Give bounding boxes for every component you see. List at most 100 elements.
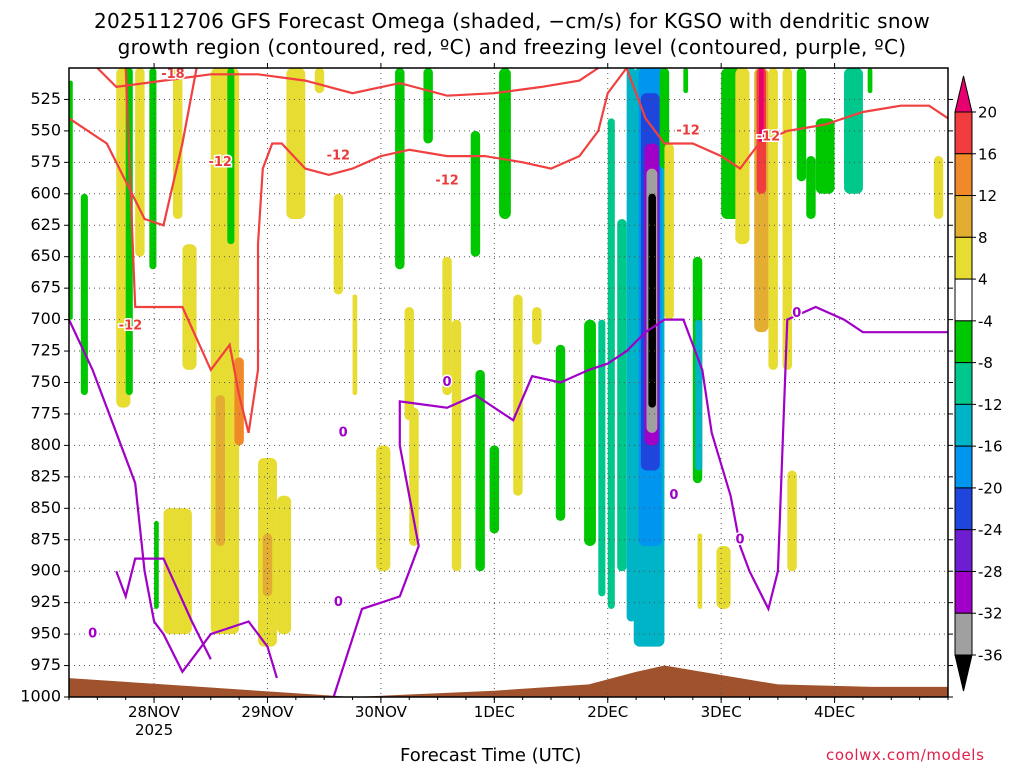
x-axis-label: Forecast Time (UTC) xyxy=(400,745,582,766)
omega-region xyxy=(584,319,596,547)
y-tick-label: 575 xyxy=(30,152,61,171)
omega-region xyxy=(844,68,863,194)
omega-region xyxy=(695,319,703,471)
omega-region xyxy=(555,344,566,521)
y-tick-label: 875 xyxy=(30,529,61,548)
omega-region xyxy=(442,256,452,396)
contour-label: 0 xyxy=(669,488,678,503)
chart-title: 2025112706 GFS Forecast Omega (shaded, −… xyxy=(0,8,1024,60)
y-tick-label: 850 xyxy=(30,498,61,517)
colorbar-label: -8 xyxy=(978,354,993,372)
x-tick-label: 29NOV xyxy=(241,703,294,721)
y-tick-label: 925 xyxy=(30,592,61,611)
dendritic-contour xyxy=(124,67,628,434)
y-tick-label: 950 xyxy=(30,624,61,643)
contour-label: 0 xyxy=(88,627,97,642)
contour-label: 0 xyxy=(792,306,801,321)
contour-labels: -18 -12 -12 -12 -12 -12 -12 0 0 0 0 0 0 0 xyxy=(87,65,803,643)
colorbar-label: 8 xyxy=(978,229,988,247)
y-tick-label: 800 xyxy=(30,435,61,454)
colorbar-label: -36 xyxy=(978,647,1003,665)
freezing-contour xyxy=(332,305,948,698)
contour-lines xyxy=(68,67,949,698)
omega-region xyxy=(163,508,192,635)
contour-label: 0 xyxy=(339,425,348,440)
contour-label: 0 xyxy=(443,375,452,390)
omega-region xyxy=(513,294,523,496)
colorbar-label: -4 xyxy=(978,312,993,330)
colorbar-label: -20 xyxy=(978,479,1003,497)
colorbar-band xyxy=(954,570,973,614)
omega-region xyxy=(234,357,244,446)
dendritic-contour xyxy=(68,67,198,227)
omega-region xyxy=(423,68,433,144)
omega-region xyxy=(716,546,731,609)
omega-region xyxy=(617,218,627,572)
omega-region xyxy=(664,143,674,320)
omega-region xyxy=(815,118,835,194)
colorbar: 20 16 12 8 4 -4 -8 -12 -16 -20 -24 -28 -32 -36 xyxy=(954,75,1003,692)
contour-label: -12 xyxy=(327,149,351,164)
contour-label: 0 xyxy=(736,532,745,547)
omega-region xyxy=(262,533,273,597)
contour-label: -12 xyxy=(208,155,232,170)
contour-label: 0 xyxy=(334,595,343,610)
y-tick-label: 525 xyxy=(30,89,61,108)
y-tick-label: 1000 xyxy=(20,687,61,706)
omega-region xyxy=(782,68,793,370)
x-tick-label: 30NOV xyxy=(355,703,408,721)
omega-region xyxy=(376,445,391,572)
colorbar-band xyxy=(954,403,973,447)
y-tick-label: 975 xyxy=(30,655,61,674)
omega-region xyxy=(470,130,481,257)
y-tick-label: 600 xyxy=(30,183,61,202)
omega-region xyxy=(607,118,615,609)
terrain-fill xyxy=(69,665,948,697)
omega-region xyxy=(758,68,764,144)
omega-region xyxy=(352,294,358,396)
axes: 525 550 575 600 625 650 675 700 725 750 775 800 825 8… xyxy=(20,63,953,739)
freezing-contour xyxy=(68,319,278,679)
colorbar-band xyxy=(954,362,973,405)
y-tick-label: 700 xyxy=(30,309,61,328)
omega-region xyxy=(598,319,606,597)
credit-link[interactable]: coolwx.com/models xyxy=(826,746,985,764)
omega-region xyxy=(172,68,183,219)
colorbar-label: 12 xyxy=(978,187,997,205)
colorbar-band xyxy=(954,153,973,197)
omega-region xyxy=(933,156,944,219)
omega-region xyxy=(333,193,344,295)
contour-label: -12 xyxy=(435,174,459,189)
y-tick-label: 550 xyxy=(30,120,61,139)
y-tick-label: 775 xyxy=(30,403,61,422)
colorbar-band xyxy=(954,445,973,489)
omega-region xyxy=(683,68,689,94)
dendritic-contour xyxy=(625,67,949,171)
x-tick-label: 28NOV xyxy=(128,703,181,721)
omega-region xyxy=(735,68,750,245)
y-tick-label: 625 xyxy=(30,215,61,234)
omega-region xyxy=(768,68,778,370)
colorbar-label: 20 xyxy=(978,104,997,122)
omega-region xyxy=(806,156,816,219)
omega-region xyxy=(796,68,807,182)
contour-label: -18 xyxy=(161,67,185,82)
colorbar-label: -28 xyxy=(978,563,1003,581)
omega-region xyxy=(787,470,797,572)
omega-region xyxy=(149,68,157,270)
omega-shading xyxy=(69,68,944,647)
terrain-layer xyxy=(69,665,948,697)
colorbar-label: -12 xyxy=(978,396,1003,414)
contour-label: -12 xyxy=(119,318,143,333)
omega-region xyxy=(215,395,225,547)
colorbar-label: -24 xyxy=(978,521,1003,539)
omega-region xyxy=(475,369,485,572)
colorbar-label: -32 xyxy=(978,605,1003,623)
omega-region xyxy=(69,80,73,320)
x-tick-label: 2DEC xyxy=(587,703,628,721)
omega-region xyxy=(125,68,133,396)
colorbar-band xyxy=(954,236,973,280)
contour-label: -12 xyxy=(676,123,700,138)
colorbar-top-triangle xyxy=(954,75,973,113)
omega-region xyxy=(867,68,873,94)
